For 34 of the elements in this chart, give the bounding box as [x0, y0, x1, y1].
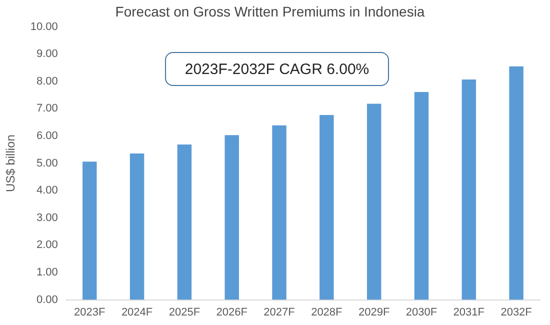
bar [509, 66, 524, 300]
bar [366, 104, 382, 300]
bar [272, 125, 286, 300]
x-tick-label: 2027F [264, 306, 296, 318]
x-tick-label: 2031F [453, 306, 485, 318]
bar [130, 153, 144, 300]
y-tick-label: 7.00 [36, 102, 58, 115]
x-tick-label: 2032F [500, 306, 532, 318]
text-box: 2023F-2032F CAGR 6.00% [165, 52, 389, 86]
y-tick-label: 4.00 [36, 184, 58, 197]
y-tick-label: 2.00 [36, 239, 58, 252]
bar [414, 92, 429, 300]
y-axis-title: US$ billion [4, 134, 18, 192]
y-tick-label: 10.00 [30, 20, 58, 33]
bar [320, 114, 334, 300]
y-tick-label: 1.00 [36, 266, 58, 279]
bar [224, 135, 239, 300]
y-tick-label: 5.00 [36, 157, 58, 170]
bar [82, 162, 97, 300]
y-tick-label: 0.00 [36, 294, 58, 306]
y-tick-label: 6.00 [36, 130, 58, 142]
x-tick-label: 2030F [406, 306, 438, 318]
x-tick-label: 2028F [311, 306, 343, 318]
chart-title: Forecast on Gross Written Premiums in Indonesia [115, 3, 425, 20]
x-tick-label: 2025F [168, 306, 200, 318]
y-tick-label: 3.00 [36, 212, 58, 224]
x-tick-label: 2026F [216, 306, 248, 318]
y-tick-label: 9.00 [36, 48, 58, 60]
x-tick-label: 2024F [121, 306, 153, 318]
x-tick-label: 2023F [74, 306, 106, 318]
bar [462, 79, 476, 300]
bar [177, 144, 192, 300]
x-tick-label: 2029F [358, 306, 390, 318]
y-tick-label: 8.00 [36, 75, 58, 88]
